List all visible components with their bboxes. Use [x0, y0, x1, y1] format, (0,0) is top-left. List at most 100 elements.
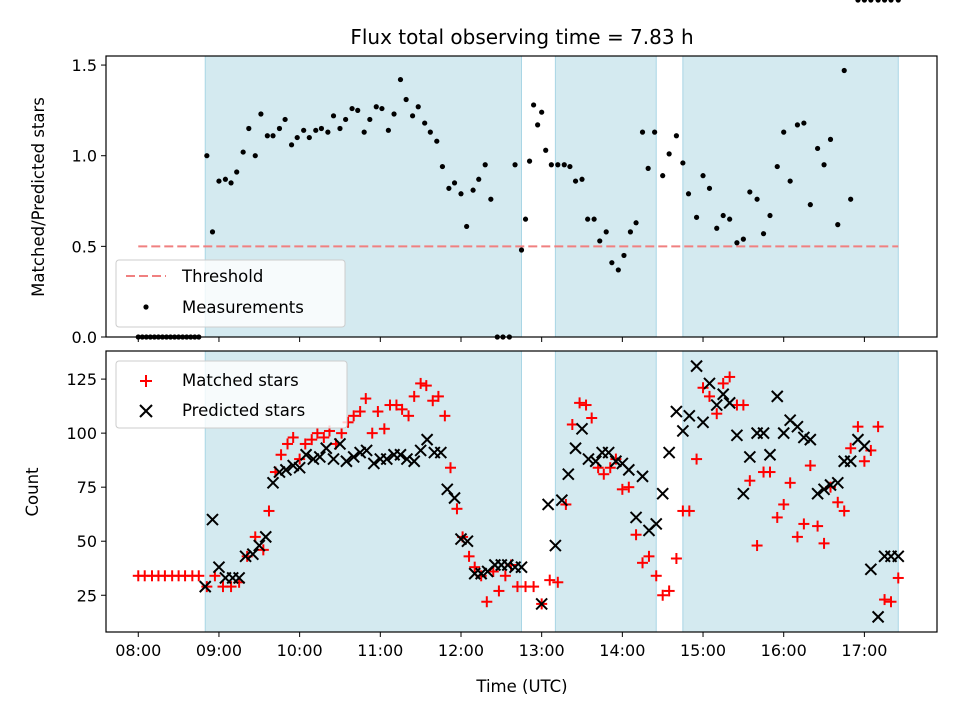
- measurement-point: [555, 162, 561, 168]
- matched-star-marker: [201, 581, 213, 593]
- measurement-point: [264, 133, 270, 139]
- x-tick-label-8: 16:00: [761, 641, 807, 660]
- measurement-point: [814, 145, 821, 152]
- measurement-point: [246, 125, 252, 132]
- measurement-point: [787, 178, 793, 184]
- measurement-point: [385, 127, 391, 133]
- measurement-point: [666, 151, 672, 157]
- predicted-star-marker: [562, 468, 575, 481]
- predicted-star-marker: [340, 455, 353, 468]
- predicted-star-marker: [206, 513, 219, 526]
- measurement-point: [881, 0, 888, 3]
- matched-star-marker: [812, 520, 824, 532]
- measurement-point: [861, 0, 867, 3]
- matched-star-marker: [818, 537, 830, 549]
- measurement-point: [337, 125, 343, 132]
- matched-star-marker: [650, 570, 662, 582]
- measurement-point: [434, 138, 440, 144]
- matched-star-marker: [724, 371, 736, 383]
- predicted-star-marker: [239, 550, 252, 563]
- predicted-star-marker: [824, 478, 837, 492]
- predicted-star-marker: [394, 448, 407, 461]
- predicted-star-marker: [360, 444, 373, 457]
- measurement-point: [754, 196, 760, 202]
- measurement-point: [330, 113, 337, 119]
- measurement-point: [526, 158, 533, 164]
- measurement-point: [652, 129, 658, 135]
- predicted-star-marker: [622, 463, 636, 477]
- predicted-star-marker: [831, 476, 844, 490]
- predicted-star-marker: [333, 437, 347, 451]
- matched-star-marker: [711, 408, 723, 420]
- predicted-star-marker: [199, 580, 212, 593]
- matched-star-marker: [616, 483, 628, 495]
- matched-star-marker: [439, 410, 451, 422]
- bottom-y-tick-label-0: 25: [77, 586, 97, 605]
- bottom-window-2: [682, 350, 899, 633]
- matched-star-marker: [469, 561, 481, 573]
- measurement-point: [727, 216, 733, 222]
- matched-star-marker: [879, 594, 891, 606]
- matched-star-marker: [737, 399, 749, 411]
- measurement-point: [579, 176, 585, 182]
- predicted-star-marker: [549, 539, 562, 552]
- predicted-star-marker: [743, 450, 757, 464]
- matched-star-marker: [396, 403, 408, 415]
- measurement-point: [747, 189, 753, 195]
- matched-star-marker: [463, 550, 475, 562]
- measurement-point: [609, 260, 615, 266]
- measurement-point: [714, 225, 720, 231]
- legend-matched-label: Matched stars: [182, 371, 299, 390]
- predicted-star-marker: [892, 550, 905, 563]
- matched-star-marker: [311, 427, 323, 439]
- measurement-point: [367, 116, 373, 123]
- measurement-point: [895, 0, 901, 3]
- legend-threshold-label: Threshold: [181, 267, 263, 286]
- predicted-star-marker: [791, 420, 804, 433]
- matched-star-marker: [544, 574, 556, 586]
- measurement-point: [288, 142, 295, 148]
- measurement-point: [488, 196, 494, 202]
- predicted-star-marker: [448, 491, 461, 505]
- matched-star-marker: [610, 453, 622, 465]
- matched-star-marker: [623, 481, 635, 493]
- matched-star-marker: [892, 572, 904, 584]
- measurement-point: [531, 102, 537, 108]
- predicted-star-marker: [629, 511, 643, 524]
- predicted-star-marker: [757, 426, 770, 440]
- legend-predicted-swatch: [139, 404, 153, 418]
- measurement-point: [535, 122, 541, 128]
- matched-star-marker: [427, 395, 439, 407]
- measurement-point: [409, 113, 416, 119]
- legend-measurements-swatch: [143, 304, 149, 310]
- measurement-point: [240, 149, 246, 155]
- measurement-point: [415, 104, 421, 110]
- matched-star-marker: [691, 453, 703, 465]
- measurement-point: [706, 185, 713, 191]
- matched-star-marker: [481, 596, 493, 608]
- matched-star-marker: [580, 399, 592, 411]
- measurement-point: [228, 180, 234, 186]
- predicted-star-marker: [582, 452, 595, 466]
- predicted-star-marker: [737, 487, 750, 500]
- measurement-point: [470, 187, 476, 193]
- matched-star-marker: [372, 406, 384, 418]
- x-tick-label-4: 12:00: [438, 641, 484, 660]
- matched-star-marker: [566, 418, 578, 430]
- matched-star-marker: [784, 477, 796, 489]
- measurement-point: [572, 178, 579, 184]
- predicted-star-marker: [380, 452, 393, 466]
- measurement-point: [512, 162, 518, 168]
- top-legend-box: [115, 259, 346, 328]
- predicted-star-marker: [434, 446, 448, 459]
- measurement-point: [680, 160, 686, 166]
- predicted-star-marker: [575, 422, 589, 436]
- matched-star-marker: [552, 576, 564, 588]
- matched-star-marker: [306, 434, 318, 446]
- measurement-point: [522, 216, 529, 222]
- predicted-star-marker: [636, 470, 649, 483]
- predicted-star-marker: [259, 530, 272, 544]
- measurement-point: [868, 0, 874, 3]
- measurement-point: [343, 116, 349, 123]
- measurement-point: [615, 267, 621, 273]
